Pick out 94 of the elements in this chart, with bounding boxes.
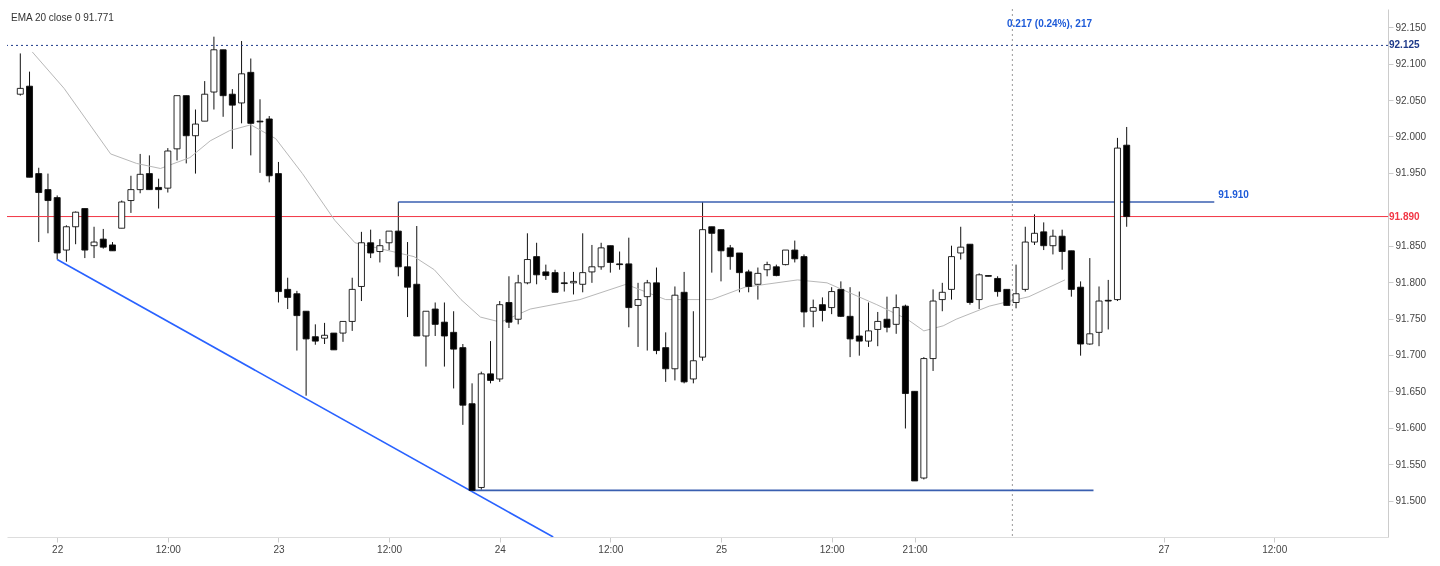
candlestick <box>708 226 716 274</box>
candlestick <box>450 310 458 389</box>
ref-line-label: 91.890 <box>1389 210 1421 222</box>
candlestick <box>883 296 891 333</box>
candlestick <box>284 277 292 310</box>
candlestick <box>874 311 882 347</box>
candlestick <box>62 224 70 263</box>
y-tick-label: 91.800 <box>1395 276 1427 288</box>
candlestick <box>99 228 107 250</box>
x-tick-label: 27 <box>1158 543 1171 555</box>
y-tick-label: 91.850 <box>1395 240 1427 252</box>
y-tick-label: 92.050 <box>1395 94 1427 106</box>
candlestick <box>634 282 642 348</box>
candlestick <box>809 299 817 328</box>
y-tick-label: 91.550 <box>1395 458 1427 470</box>
candlestick <box>745 269 753 293</box>
y-tick-label: 91.600 <box>1395 422 1427 434</box>
x-tick-label: 12:00 <box>819 543 846 555</box>
candlestick <box>828 286 836 315</box>
candlestick <box>339 320 347 343</box>
candlestick <box>367 229 375 259</box>
candlestick <box>44 173 52 234</box>
candlestick <box>385 230 393 251</box>
candlestick <box>754 267 762 301</box>
candlestick <box>865 302 872 348</box>
x-tick-label: 25 <box>715 543 728 555</box>
candlestick <box>192 109 199 175</box>
candlestick <box>763 261 771 277</box>
x-tick-label: 12:00 <box>377 543 403 555</box>
x-tick-label: 22 <box>52 543 64 555</box>
candlestick <box>938 282 946 312</box>
x-tick-label: 21:00 <box>902 543 929 555</box>
candlestick <box>145 154 153 191</box>
candlestick <box>136 153 144 194</box>
annotation: EMA 20 close 0 91.771 <box>11 12 115 23</box>
candlestick <box>570 271 577 295</box>
x-tick-label: 12:00 <box>155 543 182 555</box>
candlestick <box>487 340 494 384</box>
y-tick-label: 92.100 <box>1395 58 1427 70</box>
candlestick <box>736 252 743 293</box>
candlestick <box>1040 221 1048 251</box>
candlestick <box>376 238 384 263</box>
ref-line-label: 92.125 <box>1389 39 1421 51</box>
candlestick <box>689 310 697 384</box>
candlestick <box>726 244 734 271</box>
candlestick <box>533 242 541 285</box>
candlestick <box>551 269 559 293</box>
y-tick-label: 91.650 <box>1395 385 1427 397</box>
candlestick <box>717 229 725 282</box>
candlestick <box>643 279 651 352</box>
candlestick <box>72 210 80 245</box>
y-tick-label: 91.750 <box>1395 313 1427 325</box>
candlestick <box>155 178 163 210</box>
annotation: 91.910 <box>1218 188 1250 200</box>
candlestick <box>606 245 614 274</box>
candlestick <box>311 323 319 346</box>
candlestick <box>957 226 965 261</box>
candlestick <box>1031 213 1038 246</box>
x-tick-label: 12:00 <box>1262 543 1288 555</box>
candlestick <box>579 232 587 293</box>
candlestick <box>256 98 264 174</box>
candlestick <box>523 232 531 285</box>
candlestick <box>505 275 513 329</box>
candlestick <box>431 302 439 337</box>
candlestick <box>616 251 624 271</box>
candlestick <box>90 226 98 259</box>
candlestick <box>791 240 799 263</box>
candlestick <box>597 242 605 271</box>
candlestick <box>892 293 900 335</box>
candlestick <box>440 302 448 368</box>
candlestick <box>994 275 1002 298</box>
x-tick-label: 23 <box>273 543 285 555</box>
candlestick <box>35 167 43 243</box>
candlestick <box>16 52 24 97</box>
y-tick-label: 91.500 <box>1395 495 1427 507</box>
candlestick <box>321 322 328 345</box>
candlestick <box>818 296 826 322</box>
candlestick <box>588 244 596 284</box>
y-tick-label: 91.950 <box>1395 167 1427 179</box>
x-tick-label: 12:00 <box>598 543 624 555</box>
candlestick <box>1104 279 1112 330</box>
candlestick <box>404 241 411 318</box>
y-tick-label: 92.000 <box>1395 130 1427 142</box>
candlestick <box>228 88 236 150</box>
candlestick <box>1012 264 1020 309</box>
candlestick <box>855 291 863 357</box>
candlestick <box>1086 257 1094 346</box>
candlestick <box>560 271 568 293</box>
candlestick <box>127 175 135 214</box>
x-tick-label: 24 <box>494 543 507 555</box>
annotation: 0.217 (0.24%), 217 <box>1007 18 1093 29</box>
y-tick-label: 91.700 <box>1395 349 1427 361</box>
y-tick-label: 92.150 <box>1395 21 1427 33</box>
candlestick <box>662 331 670 383</box>
